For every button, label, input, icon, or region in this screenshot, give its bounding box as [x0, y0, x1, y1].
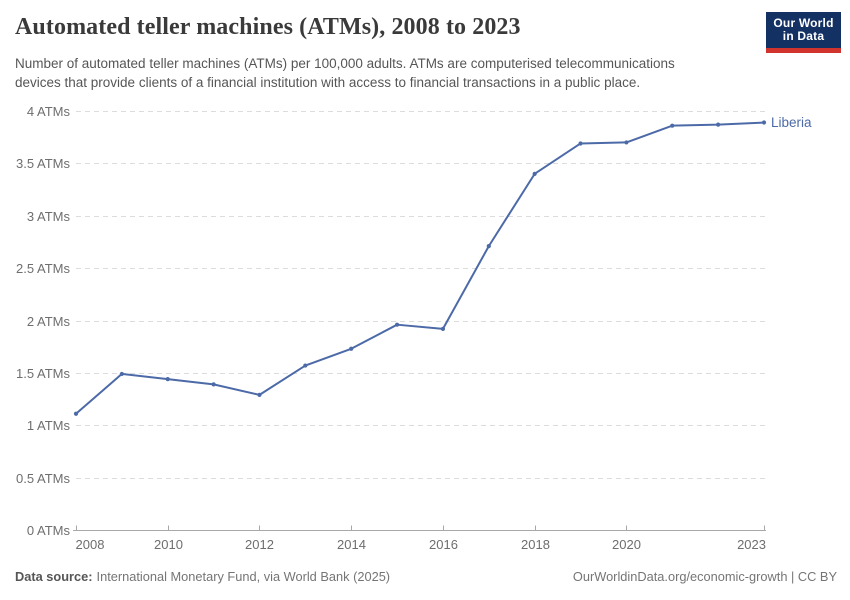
y-tick-label: 4 ATMs [27, 104, 71, 119]
data-point[interactable] [716, 122, 721, 127]
x-tick-label: 2012 [245, 537, 274, 552]
y-tick-label: 0.5 ATMs [16, 471, 70, 486]
data-point[interactable] [394, 322, 400, 327]
data-source: Data source: International Monetary Fund,… [15, 569, 390, 584]
data-point[interactable] [119, 371, 124, 377]
x-tick-label: 2020 [612, 537, 641, 552]
owid-url-link[interactable]: OurWorldinData.org/economic-growth [572, 569, 788, 584]
y-tick-label: 3.5 ATMs [16, 156, 70, 171]
x-tick-label: 2008 [76, 537, 105, 552]
data-point[interactable] [257, 392, 262, 397]
logo-text-line2: in Data [782, 29, 825, 43]
footer-right: OurWorldinData.org/economic-growth | CC … [573, 569, 837, 584]
chart-footer: Data source: International Monetary Fund,… [15, 569, 837, 584]
y-tick-label: 1 ATMs [27, 418, 71, 433]
data-point[interactable] [303, 363, 308, 368]
data-point[interactable] [73, 411, 79, 416]
x-tick-label: 2016 [429, 537, 458, 552]
y-tick-label: 2 ATMs [27, 314, 71, 329]
data-point[interactable] [532, 171, 537, 176]
y-tick-label: 1.5 ATMs [16, 366, 70, 381]
data-point[interactable] [349, 346, 354, 351]
owid-logo[interactable]: Our World in Data [766, 12, 841, 53]
license-link[interactable]: CC BY [797, 569, 837, 584]
data-point[interactable] [440, 326, 446, 331]
data-point[interactable] [578, 141, 583, 146]
data-point[interactable] [486, 244, 491, 249]
data-point[interactable] [670, 123, 675, 128]
x-tick-label: 2014 [337, 537, 366, 552]
x-tick-label: 2023 [737, 537, 766, 552]
data-point[interactable] [211, 382, 216, 387]
page-title: Automated teller machines (ATMs), 2008 t… [15, 14, 521, 40]
footer-separator: | [787, 569, 798, 584]
logo-text-line1: Our World [773, 15, 834, 30]
chart-subtitle-line1: Number of automated teller machines (ATM… [15, 56, 675, 71]
series-line [75, 121, 765, 415]
y-tick-label: 3 ATMs [27, 209, 71, 224]
data-point[interactable] [761, 120, 767, 125]
y-tick-label: 2.5 ATMs [16, 261, 70, 276]
data-source-label: Data source: [15, 569, 93, 584]
series-label: Liberia [771, 115, 812, 130]
data-point[interactable] [165, 377, 170, 382]
x-tick-label: 2018 [521, 537, 550, 552]
data-point[interactable] [624, 140, 629, 145]
chart-subtitle: Number of automated teller machines (ATM… [15, 54, 760, 92]
x-tick-label: 2010 [154, 537, 183, 552]
y-tick-label: 0 ATMs [27, 523, 71, 538]
data-source-text: International Monetary Fund, via World B… [96, 569, 391, 584]
chart-subtitle-line2: devices that provide clients of a financ… [15, 75, 641, 90]
